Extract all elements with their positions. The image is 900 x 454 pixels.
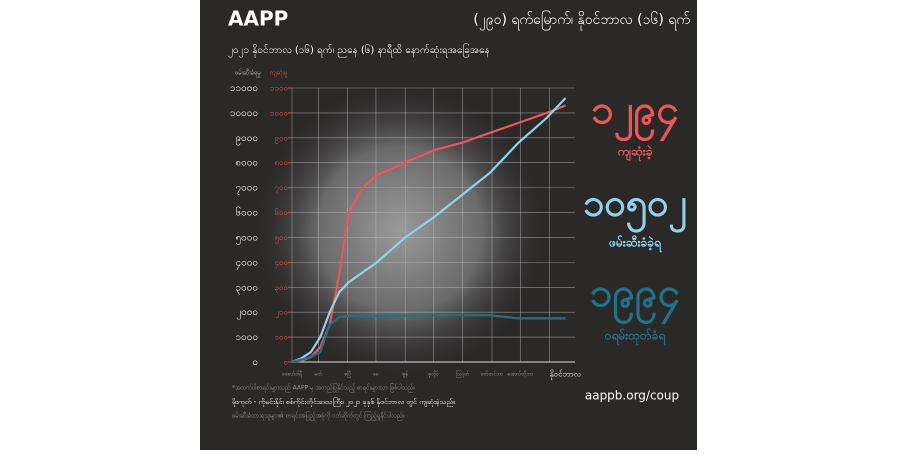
y-tick-label: ၈၀၀၀: [235, 158, 258, 169]
y2-tick-label: ၉၀၀: [275, 133, 289, 144]
y-tick-label: ၁၀၀၀: [236, 332, 259, 343]
y-tick-label: ၉၀၀၀: [236, 133, 259, 146]
headline-value: ၁၂၉၄: [591, 87, 678, 142]
y2-axis-label: ကျဆုံးမှု: [270, 70, 288, 78]
x-tick-label: ဇွန်: [402, 372, 408, 378]
x-tick-label: စက်တင်ဘာ: [481, 372, 503, 378]
photo-backdrop: [250, 80, 550, 380]
series-line: [291, 104, 566, 364]
y2-tick-label: ၅၀၀: [275, 233, 289, 244]
y2-tick-label: ၁၀၀: [275, 333, 289, 342]
legend-label: ဝရမ်းထုတ်ခံရ: [604, 327, 667, 347]
y-tick-label: ၃၀၀၀: [236, 282, 259, 295]
y-tick-label: ၁၀၀၀၀: [230, 108, 258, 119]
title: (၂၉၀) ရက်မြောက်၊ နိုဝင်ဘာလ (၁၆) ရက်: [473, 11, 690, 30]
x-tick-label: ဩဂုတ်: [456, 371, 471, 378]
x-tick-label: ဧပြီ: [344, 371, 351, 378]
y-tick-label: ၆၀၀၀: [236, 206, 259, 219]
footnote: မိုးကုတ် - ကိုမင်းနိုင်၊ စစ်ကိုင်းတိုင်း…: [232, 397, 455, 407]
y2-tick-label: ၇၀၀: [275, 183, 289, 194]
y-tick-label: ၅၀၀၀: [236, 232, 259, 245]
x-tick-label: နိုဝင်ဘာလ: [550, 369, 582, 381]
y-tick-label: ၄၀၀၀: [236, 257, 259, 270]
y-tick-label: ၀: [252, 357, 258, 368]
y-tick-label: ၇၀၀၀: [236, 183, 259, 196]
x-tick-label: အောက်တိုဘာ: [507, 372, 533, 378]
brand: AAPP: [228, 7, 288, 31]
series-line: [291, 314, 566, 364]
legend-label: ကျဆုံးခဲ့: [616, 144, 652, 163]
y2-tick-label: ၈၀၀: [274, 158, 288, 167]
y-axis-label: ဖမ်းဆီးခံရမှု: [235, 69, 262, 78]
y2-tick-label: ၆၀၀: [275, 207, 289, 217]
footnote: ဖမ်းဆီးခံထားရသူများ၏ စာရင်းအပြည့်အစုံကို…: [232, 411, 405, 421]
y-tick-label: ၂၀၀၀: [236, 307, 258, 320]
y2-tick-label: ၀: [284, 358, 289, 367]
legend-label: ဖမ်းဆီးခံခဲ့ရ: [608, 234, 662, 254]
y2-tick-label: ၄၀၀: [275, 258, 289, 269]
y2-tick-label: ၁၀၀၀: [270, 108, 288, 117]
series-line: [291, 97, 567, 364]
y2-tick-label: ၂၀၀: [275, 308, 288, 319]
y-tick-label: ၁၁၀၀၀: [230, 83, 258, 94]
x-tick-label: မတ်: [315, 372, 324, 378]
footnote: *အထက်ပါစာရင်းများသည် AAPP မှ အတည်ပြုနိုင…: [232, 383, 416, 393]
y2-tick-label: ၃၀၀: [275, 283, 289, 294]
x-tick-label: ဖေဖော်ဝါရီ: [282, 372, 303, 378]
x-tick-label: မေ: [373, 372, 380, 378]
url: aappb.org/coup: [585, 389, 679, 403]
headline-value: ၁၉၉၄: [590, 270, 680, 325]
y2-tick-label: ၁၁၀၀: [270, 84, 288, 93]
subtitle: ၂၀၂၁ နိုဝင်ဘာလ (၁၆) ရက်၊ ညနေ (၆) နာရီထိ …: [228, 42, 490, 58]
x-tick-label: ဇူလိုင်: [428, 372, 439, 378]
